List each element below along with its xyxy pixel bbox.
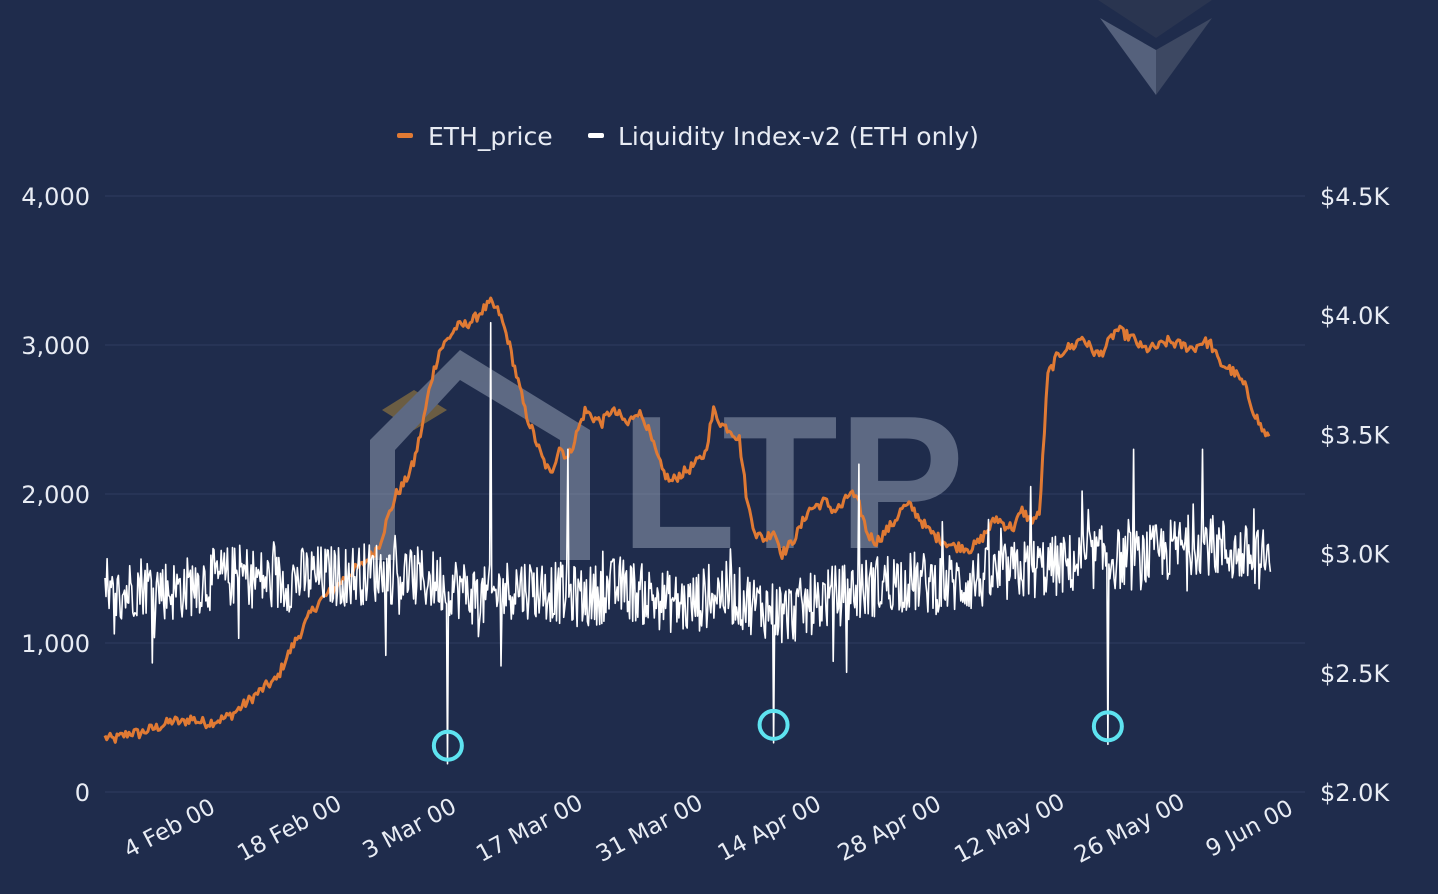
y-right-tick-label: $3.0K [1320,541,1390,569]
x-tick-label: 4 Feb 00 [120,794,220,864]
legend-swatch-liquidity [588,133,604,138]
eth-price-line [103,296,1271,744]
x-tick-label: 18 Feb 00 [233,791,346,867]
watermark: LTP [370,350,965,589]
y-axis-left: 0 1,000 2,000 3,000 4,000 [21,183,90,807]
x-axis: 4 Feb 00 18 Feb 00 3 Mar 00 17 Mar 00 31 Mar… [120,789,1298,869]
ethereum-logo-icon [1098,0,1212,95]
y-left-tick-label: 4,000 [21,183,90,211]
y-right-tick-label: $4.0K [1320,302,1390,330]
gridlines [105,195,1305,793]
x-tick-label: 31 Mar 00 [592,790,707,868]
y-left-tick-label: 3,000 [21,332,90,360]
x-tick-label: 14 Apr 00 [714,791,826,867]
dip-marker [431,729,464,762]
watermark-diamond-icon [382,390,447,430]
x-tick-label: 17 Mar 00 [472,790,587,868]
y-right-tick-label: $3.5K [1320,421,1390,449]
dip-marker [1091,710,1124,743]
x-tick-label: 12 May 00 [950,789,1069,869]
x-tick-label: 9 Jun 00 [1202,795,1298,862]
y-left-tick-label: 1,000 [21,630,90,658]
series-liquidity-index [104,321,1272,765]
y-right-tick-label: $2.0K [1320,779,1390,807]
x-tick-label: 28 Apr 00 [834,791,946,867]
liquidity-index-line [104,321,1272,765]
legend: ETH_price Liquidity Index-v2 (ETH only) [397,122,979,151]
legend-label-eth-price: ETH_price [428,122,553,151]
dip-markers [431,708,1124,762]
watermark-text: LTP [620,377,965,589]
y-left-tick-label: 2,000 [21,481,90,509]
legend-swatch-eth-price [397,133,413,138]
y-right-tick-label: $2.5K [1320,660,1390,688]
x-tick-label: 26 May 00 [1070,789,1189,869]
watermark-swoosh-icon [370,350,590,560]
legend-label-liquidity: Liquidity Index-v2 (ETH only) [618,122,979,151]
y-axis-right: $2.0K $2.5K $3.0K $3.5K $4.0K $4.5K [1320,183,1390,807]
dip-marker [757,708,790,741]
x-tick-label: 3 Mar 00 [359,793,461,864]
y-left-tick-label: 0 [75,779,90,807]
series-eth-price [103,296,1271,744]
y-right-tick-label: $4.5K [1320,183,1390,211]
